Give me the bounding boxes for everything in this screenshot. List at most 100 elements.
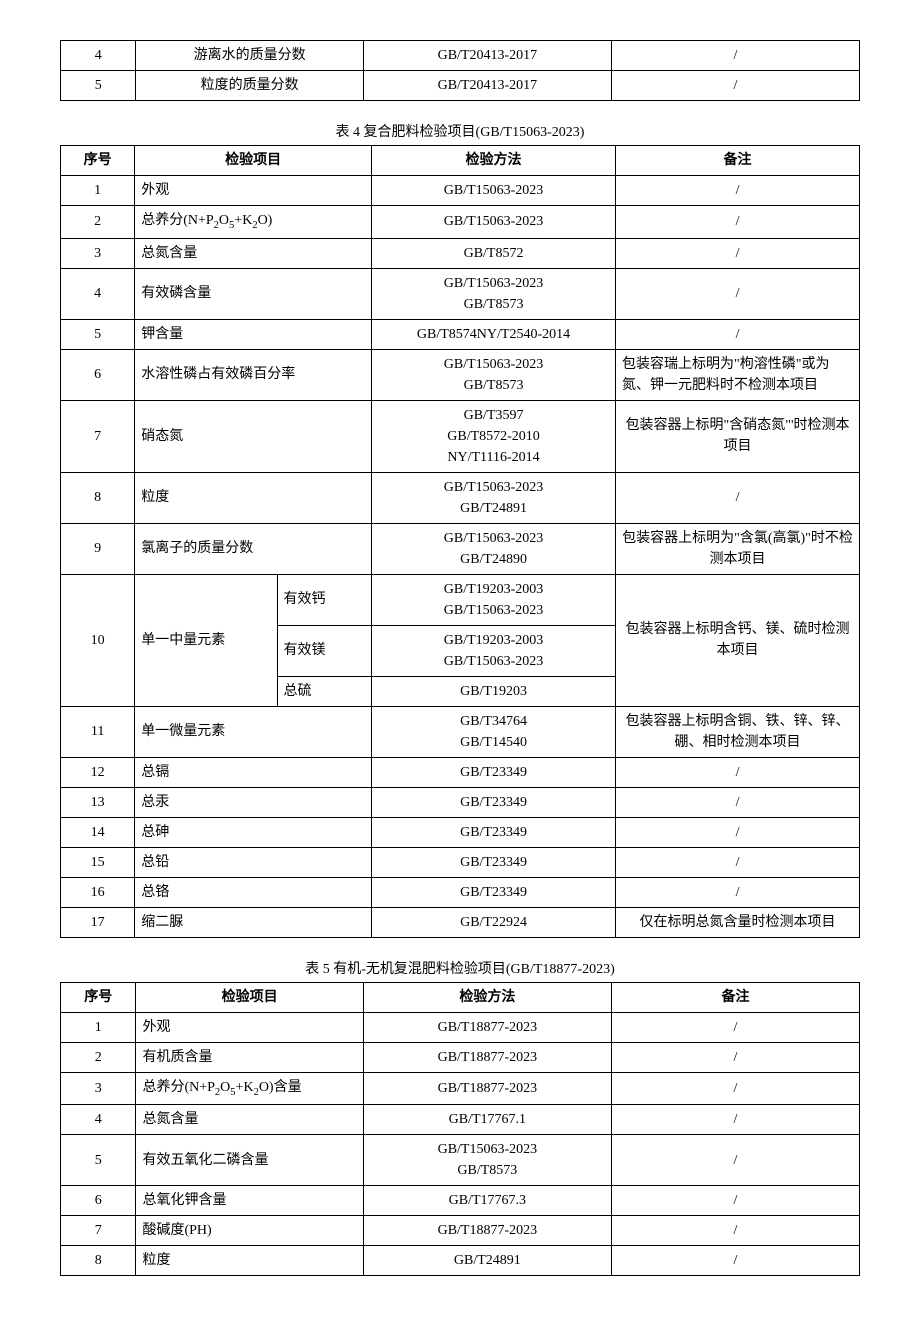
cell-item: 粒度的质量分数 bbox=[136, 71, 363, 101]
cell-note: / bbox=[611, 1072, 859, 1105]
cell-item: 总砷 bbox=[135, 817, 372, 847]
table4-body: 1外观GB/T15063-2023/2总养分(N+P2O5+K2O)GB/T15… bbox=[61, 176, 860, 938]
cell-seq: 11 bbox=[61, 706, 135, 757]
table-row: 4总氮含量GB/T17767.1/ bbox=[61, 1105, 860, 1135]
cell-method: GB/T3597GB/T8572-2010NY/T1116-2014 bbox=[372, 400, 616, 472]
cell-seq: 6 bbox=[61, 349, 135, 400]
cell-seq: 1 bbox=[61, 1012, 136, 1042]
cell-seq: 7 bbox=[61, 400, 135, 472]
table4-caption: 表 4 复合肥料检验项目(GB/T15063-2023) bbox=[60, 121, 860, 141]
cell-note: 包装容器上标明含钙、镁、硫时检测本项目 bbox=[616, 574, 860, 706]
cell-item: 总氮含量 bbox=[136, 1105, 363, 1135]
cell-seq: 5 bbox=[61, 71, 136, 101]
table-row: 5有效五氧化二磷含量GB/T15063-2023GB/T8573/ bbox=[61, 1135, 860, 1186]
th-seq: 序号 bbox=[61, 146, 135, 176]
cell-item: 有效磷含量 bbox=[135, 268, 372, 319]
cell-item: 有机质含量 bbox=[136, 1042, 363, 1072]
cell-note: 包装容器上标明含铜、铁、锌、锌、硼、相时检测本项目 bbox=[616, 706, 860, 757]
cell-method: GB/T20413-2017 bbox=[363, 41, 611, 71]
table-row: 8粒度GB/T24891/ bbox=[61, 1246, 860, 1276]
cell-item: 总镉 bbox=[135, 757, 372, 787]
cell-note: / bbox=[611, 1246, 859, 1276]
cell-seq: 13 bbox=[61, 787, 135, 817]
cell-note: / bbox=[616, 176, 860, 206]
table-row: 4游离水的质量分数GB/T20413-2017/ bbox=[61, 41, 860, 71]
cell-subitem: 有效钙 bbox=[277, 574, 372, 625]
table-row: 8粒度GB/T15063-2023GB/T24891/ bbox=[61, 472, 860, 523]
cell-method: GB/T18877-2023 bbox=[363, 1012, 611, 1042]
cell-seq: 5 bbox=[61, 1135, 136, 1186]
cell-method: GB/T15063-2023GB/T24891 bbox=[372, 472, 616, 523]
cell-note: / bbox=[616, 787, 860, 817]
th-method: 检验方法 bbox=[372, 146, 616, 176]
th-item: 检验项目 bbox=[136, 982, 363, 1012]
table-row: 9氯离子的质量分数GB/T15063-2023GB/T24890包装容器上标明为… bbox=[61, 523, 860, 574]
cell-seq: 8 bbox=[61, 472, 135, 523]
cell-seq: 2 bbox=[61, 1042, 136, 1072]
cell-subitem: 总硫 bbox=[277, 676, 372, 706]
cell-seq: 16 bbox=[61, 877, 135, 907]
table-prev-body: 4游离水的质量分数GB/T20413-2017/5粒度的质量分数GB/T2041… bbox=[61, 41, 860, 101]
table-row: 1外观GB/T15063-2023/ bbox=[61, 176, 860, 206]
cell-seq: 7 bbox=[61, 1216, 136, 1246]
cell-method: GB/T23349 bbox=[372, 817, 616, 847]
cell-item: 单一中量元素 bbox=[135, 574, 277, 706]
cell-item: 总养分(N+P2O5+K2O) bbox=[135, 206, 372, 239]
cell-method: GB/T19203-2003GB/T15063-2023 bbox=[372, 574, 616, 625]
table-row: 2总养分(N+P2O5+K2O)GB/T15063-2023/ bbox=[61, 206, 860, 239]
th-note: 备注 bbox=[616, 146, 860, 176]
cell-seq: 3 bbox=[61, 238, 135, 268]
table5: 序号 检验项目 检验方法 备注 1外观GB/T18877-2023/2有机质含量… bbox=[60, 982, 860, 1277]
cell-item: 粒度 bbox=[135, 472, 372, 523]
cell-seq: 15 bbox=[61, 847, 135, 877]
cell-note: / bbox=[616, 472, 860, 523]
cell-method: GB/T15063-2023GB/T8573 bbox=[372, 349, 616, 400]
cell-item: 单一微量元素 bbox=[135, 706, 372, 757]
cell-method: GB/T8572 bbox=[372, 238, 616, 268]
cell-method: GB/T15063-2023 bbox=[372, 176, 616, 206]
th-seq: 序号 bbox=[61, 982, 136, 1012]
table-row: 16总铬GB/T23349/ bbox=[61, 877, 860, 907]
cell-seq: 4 bbox=[61, 1105, 136, 1135]
cell-item: 总汞 bbox=[135, 787, 372, 817]
table-row: 7酸碱度(PH)GB/T18877-2023/ bbox=[61, 1216, 860, 1246]
cell-note: 包装容器上标明为"含氯(高氯)"时不检测本项目 bbox=[616, 523, 860, 574]
th-method: 检验方法 bbox=[363, 982, 611, 1012]
table-row: 17缩二脲GB/T22924仅在标明总氮含量时检测本项目 bbox=[61, 907, 860, 937]
table-row: 5粒度的质量分数GB/T20413-2017/ bbox=[61, 71, 860, 101]
cell-method: GB/T23349 bbox=[372, 787, 616, 817]
table-row: 13总汞GB/T23349/ bbox=[61, 787, 860, 817]
cell-seq: 10 bbox=[61, 574, 135, 706]
cell-note: / bbox=[616, 757, 860, 787]
table5-caption: 表 5 有机-无机复混肥料检验项目(GB/T18877-2023) bbox=[60, 958, 860, 978]
cell-item: 氯离子的质量分数 bbox=[135, 523, 372, 574]
cell-item: 总铬 bbox=[135, 877, 372, 907]
th-item: 检验项目 bbox=[135, 146, 372, 176]
table-row: 12总镉GB/T23349/ bbox=[61, 757, 860, 787]
cell-note: 包装容器上标明"含硝态氮"'时检测本项目 bbox=[616, 400, 860, 472]
cell-note: / bbox=[611, 71, 859, 101]
cell-method: GB/T23349 bbox=[372, 877, 616, 907]
cell-seq: 9 bbox=[61, 523, 135, 574]
cell-item: 总氧化钾含量 bbox=[136, 1186, 363, 1216]
table-row: 3总养分(N+P2O5+K2O)含量GB/T18877-2023/ bbox=[61, 1072, 860, 1105]
cell-method: GB/T22924 bbox=[372, 907, 616, 937]
cell-method: GB/T34764GB/T14540 bbox=[372, 706, 616, 757]
cell-seq: 6 bbox=[61, 1186, 136, 1216]
table-row: 4有效磷含量GB/T15063-2023GB/T8573/ bbox=[61, 268, 860, 319]
table5-header-row: 序号 检验项目 检验方法 备注 bbox=[61, 982, 860, 1012]
cell-note: / bbox=[611, 1012, 859, 1042]
cell-note: 包装容瑞上标明为"枸溶性磷"或为氮、钾一元肥料时不检测本项目 bbox=[616, 349, 860, 400]
cell-method: GB/T20413-2017 bbox=[363, 71, 611, 101]
cell-item: 外观 bbox=[135, 176, 372, 206]
th-note: 备注 bbox=[611, 982, 859, 1012]
table-row: 7硝态氮GB/T3597GB/T8572-2010NY/T1116-2014包装… bbox=[61, 400, 860, 472]
cell-note: / bbox=[611, 1135, 859, 1186]
cell-item: 水溶性磷占有效磷百分率 bbox=[135, 349, 372, 400]
cell-method: GB/T15063-2023 bbox=[372, 206, 616, 239]
cell-note: / bbox=[616, 238, 860, 268]
table-row: 5钾含量GB/T8574NY/T2540-2014/ bbox=[61, 319, 860, 349]
cell-note: / bbox=[611, 41, 859, 71]
cell-item: 外观 bbox=[136, 1012, 363, 1042]
cell-seq: 4 bbox=[61, 41, 136, 71]
